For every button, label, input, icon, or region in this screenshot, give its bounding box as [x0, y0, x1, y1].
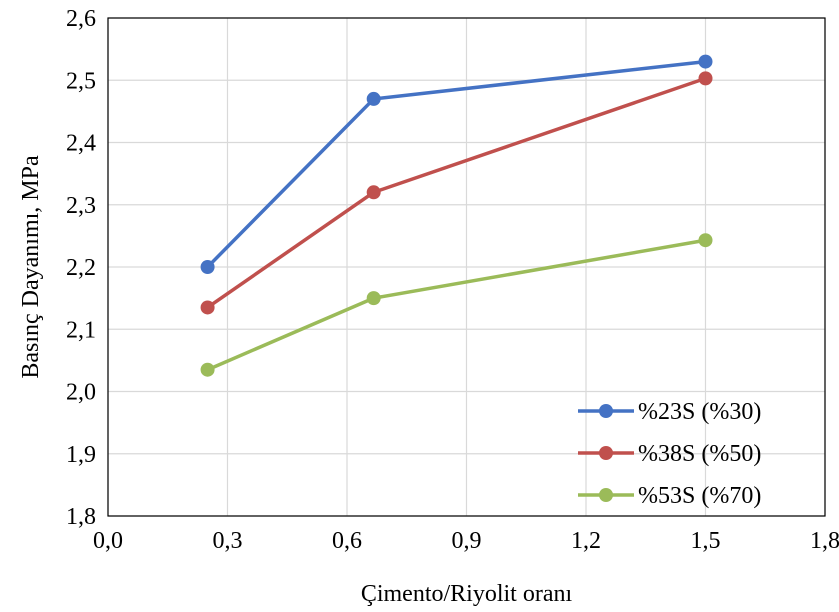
data-point	[698, 54, 713, 69]
legend-item: %53S (%70)	[578, 483, 761, 509]
data-point	[698, 71, 713, 86]
legend-marker	[599, 488, 613, 502]
data-point	[366, 291, 381, 306]
x-axis-title: Çimento/Riyolit oranı	[361, 581, 573, 607]
y-tick-label: 2,2	[66, 255, 96, 281]
data-point	[366, 91, 381, 106]
data-point	[698, 233, 713, 248]
grid	[107, 17, 826, 517]
x-tick-label: 0,6	[332, 528, 362, 554]
x-tick-label: 0,3	[213, 528, 243, 554]
x-tick-label: 1,2	[571, 528, 601, 554]
legend-marker	[599, 404, 613, 418]
tick-labels: 0,0 0,3 0,6 0,9 1,2 1,5 1,8 1,8 1,9 2,0 2,1 2,2 2,3 2…	[66, 6, 839, 554]
legend-item: %38S (%50)	[578, 441, 761, 467]
data-point	[200, 300, 215, 315]
legend-marker	[599, 446, 613, 460]
series-1	[200, 54, 713, 274]
y-tick-label: 2,5	[66, 68, 96, 94]
data-point	[200, 362, 215, 377]
x-tick-label: 0,9	[452, 528, 482, 554]
y-tick-label: 2,1	[66, 317, 96, 343]
data-point	[366, 185, 381, 200]
x-tick-label: 0,0	[93, 528, 123, 554]
legend-label: %38S (%50)	[638, 441, 761, 467]
y-tick-label: 1,9	[66, 442, 96, 468]
y-tick-label: 2,0	[66, 380, 96, 406]
legend-label: %53S (%70)	[638, 483, 761, 509]
data-point	[200, 260, 215, 274]
y-tick-label: 1,8	[66, 504, 96, 530]
series-2	[200, 71, 713, 315]
x-tick-label: 1,5	[691, 528, 721, 554]
plot-area-frame	[107, 17, 826, 517]
series-line	[206, 238, 706, 372]
x-tick-label: 1,8	[810, 528, 839, 554]
legend-item: %23S (%30)	[578, 399, 761, 425]
series-3	[200, 233, 713, 377]
legend-label: %23S (%30)	[638, 399, 761, 425]
y-axis-title: Basınç Dayanımı, MPa	[18, 155, 44, 379]
y-tick-label: 2,6	[66, 6, 96, 32]
series	[200, 54, 713, 377]
y-tick-label: 2,3	[66, 193, 96, 219]
legend: %23S (%30) %38S (%50) %53S (%70)	[578, 399, 761, 509]
y-tick-label: 2,4	[66, 131, 96, 157]
